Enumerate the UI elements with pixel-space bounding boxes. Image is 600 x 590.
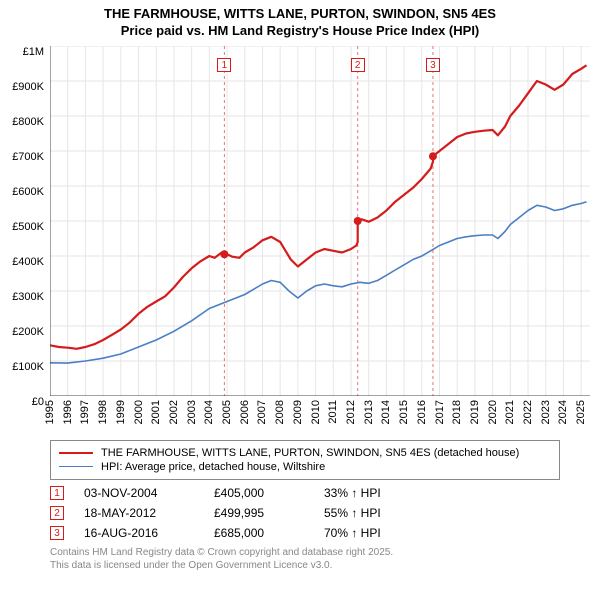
x-tick-label: 2001 — [150, 400, 162, 424]
event-marker-badge: 2 — [351, 58, 365, 72]
x-tick-label: 2016 — [416, 400, 428, 424]
x-tick-label: 2004 — [203, 400, 215, 424]
x-tick-label: 2003 — [186, 400, 198, 424]
event-delta: 33% ↑ HPI — [324, 486, 381, 500]
title-line-1: THE FARMHOUSE, WITTS LANE, PURTON, SWIND… — [0, 6, 600, 23]
y-tick-label: £300K — [12, 291, 44, 303]
title-line-2: Price paid vs. HM Land Registry's House … — [0, 23, 600, 40]
x-tick-label: 2017 — [434, 400, 446, 424]
event-delta: 55% ↑ HPI — [324, 506, 381, 520]
legend: THE FARMHOUSE, WITTS LANE, PURTON, SWIND… — [50, 440, 560, 480]
footnote: Contains HM Land Registry data © Crown c… — [50, 546, 600, 572]
x-tick-label: 2018 — [451, 400, 463, 424]
x-tick-label: 2013 — [363, 400, 375, 424]
x-tick-label: 1998 — [97, 400, 109, 424]
x-tick-label: 2021 — [504, 400, 516, 424]
y-tick-label: £900K — [12, 81, 44, 93]
legend-swatch — [59, 452, 93, 454]
x-tick-label: 1996 — [62, 400, 74, 424]
chart-svg — [50, 46, 590, 396]
legend-row: HPI: Average price, detached house, Wilt… — [59, 461, 551, 473]
event-price: £499,995 — [214, 506, 324, 520]
event-row: 1 03-NOV-2004£405,00033% ↑ HPI — [50, 486, 600, 500]
event-row-marker: 3 — [50, 526, 64, 540]
x-tick-label: 1997 — [79, 400, 91, 424]
x-tick-label: 2019 — [469, 400, 481, 424]
x-tick-label: 2002 — [168, 400, 180, 424]
x-tick-label: 2024 — [557, 400, 569, 424]
y-tick-label: £800K — [12, 116, 44, 128]
x-tick-label: 2023 — [540, 400, 552, 424]
event-row-marker: 2 — [50, 506, 64, 520]
chart-title: THE FARMHOUSE, WITTS LANE, PURTON, SWIND… — [0, 0, 600, 40]
event-price: £685,000 — [214, 526, 324, 540]
footnote-line-2: This data is licensed under the Open Gov… — [50, 559, 600, 572]
event-date: 16-AUG-2016 — [84, 526, 214, 540]
y-tick-label: £200K — [12, 326, 44, 338]
x-axis-ticks: 1995199619971998199920002001200220032004… — [50, 396, 590, 436]
x-tick-label: 2015 — [398, 400, 410, 424]
legend-label: HPI: Average price, detached house, Wilt… — [101, 461, 325, 473]
legend-row: THE FARMHOUSE, WITTS LANE, PURTON, SWIND… — [59, 447, 551, 459]
footnote-line-1: Contains HM Land Registry data © Crown c… — [50, 546, 600, 559]
event-date: 03-NOV-2004 — [84, 486, 214, 500]
events-table: 1 03-NOV-2004£405,00033% ↑ HPI 2 18-MAY-201… — [50, 486, 600, 540]
x-tick-label: 2025 — [575, 400, 587, 424]
event-marker-badge: 1 — [217, 58, 231, 72]
x-tick-label: 2012 — [345, 400, 357, 424]
event-marker-badge: 3 — [426, 58, 440, 72]
x-tick-label: 2014 — [380, 400, 392, 424]
chart-container: THE FARMHOUSE, WITTS LANE, PURTON, SWIND… — [0, 0, 600, 572]
x-tick-label: 1999 — [115, 400, 127, 424]
chart-plot-area: 1 2 3 — [50, 46, 590, 396]
x-tick-label: 2007 — [256, 400, 268, 424]
y-tick-label: £100K — [12, 361, 44, 373]
y-tick-label: £1M — [23, 46, 44, 58]
y-tick-label: £500K — [12, 221, 44, 233]
x-tick-label: 2000 — [133, 400, 145, 424]
event-date: 18-MAY-2012 — [84, 506, 214, 520]
y-axis-ticks: £0£100K£200K£300K£400K£500K£600K£700K£80… — [0, 52, 48, 402]
x-tick-label: 2011 — [327, 400, 339, 424]
y-tick-label: £0 — [32, 396, 44, 408]
event-row: 2 18-MAY-2012£499,99555% ↑ HPI — [50, 506, 600, 520]
legend-swatch — [59, 466, 93, 467]
x-tick-label: 2010 — [310, 400, 322, 424]
event-row-marker: 1 — [50, 486, 64, 500]
x-tick-label: 2009 — [292, 400, 304, 424]
y-tick-label: £600K — [12, 186, 44, 198]
legend-label: THE FARMHOUSE, WITTS LANE, PURTON, SWIND… — [101, 447, 519, 459]
y-tick-label: £400K — [12, 256, 44, 268]
event-delta: 70% ↑ HPI — [324, 526, 381, 540]
x-tick-label: 2008 — [274, 400, 286, 424]
x-tick-label: 2005 — [221, 400, 233, 424]
x-tick-label: 2020 — [487, 400, 499, 424]
x-tick-label: 1995 — [44, 400, 56, 424]
x-tick-label: 2006 — [239, 400, 251, 424]
event-row: 3 16-AUG-2016£685,00070% ↑ HPI — [50, 526, 600, 540]
x-tick-label: 2022 — [522, 400, 534, 424]
y-tick-label: £700K — [12, 151, 44, 163]
event-price: £405,000 — [214, 486, 324, 500]
